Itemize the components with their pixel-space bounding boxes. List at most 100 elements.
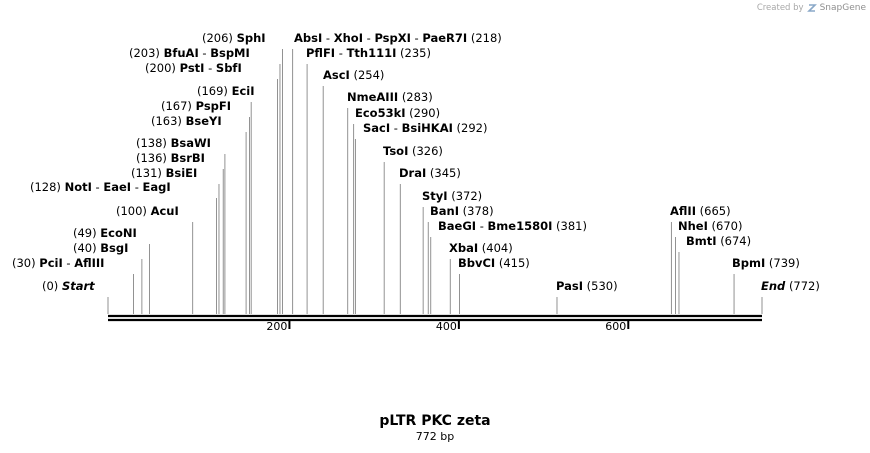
enzyme-name[interactable]: PstI bbox=[180, 61, 205, 75]
enzyme-name[interactable]: Start bbox=[62, 279, 95, 293]
enzyme-name[interactable]: BmtI bbox=[686, 234, 717, 248]
ruler-ticks: 200 400 600 bbox=[266, 320, 630, 333]
site-position: (404) bbox=[482, 241, 513, 255]
site-position: (131) bbox=[131, 166, 162, 180]
enzyme-name[interactable]: AscI bbox=[323, 68, 350, 82]
site-position: (290) bbox=[409, 106, 440, 120]
site-position: (345) bbox=[430, 166, 461, 180]
site-label: AbsI - XhoI - PspXI - PaeR7I (218) bbox=[294, 31, 502, 45]
enzyme-name[interactable]: Tth111I bbox=[347, 46, 397, 60]
site-position: (203) bbox=[129, 46, 160, 60]
enzyme-name[interactable]: BanI bbox=[430, 204, 459, 218]
label-separator: - bbox=[335, 46, 346, 60]
enzyme-name[interactable]: EcoNI bbox=[100, 226, 136, 240]
enzyme-name[interactable]: PspXI bbox=[374, 31, 410, 45]
site-position: (530) bbox=[587, 279, 618, 293]
label-separator: - bbox=[411, 31, 422, 45]
leader-lines bbox=[107, 49, 763, 314]
enzyme-name[interactable]: End bbox=[761, 279, 786, 293]
site-label: DraI (345) bbox=[399, 166, 461, 180]
label-separator: - bbox=[476, 219, 487, 233]
site-label: (200) PstI - SbfI bbox=[145, 61, 242, 75]
enzyme-name[interactable]: BsiHKAI bbox=[402, 121, 453, 135]
enzyme-name[interactable]: BsiEI bbox=[166, 166, 198, 180]
enzyme-name[interactable]: SphI bbox=[237, 31, 266, 45]
site-position: (326) bbox=[412, 144, 443, 158]
watermark-created-by: Created by bbox=[756, 3, 804, 13]
site-label: BanI (378) bbox=[430, 204, 494, 218]
enzyme-name[interactable]: PflFI bbox=[306, 46, 335, 60]
enzyme-name[interactable]: NotI bbox=[65, 180, 92, 194]
enzyme-name[interactable]: Bme1580I bbox=[488, 219, 553, 233]
site-position: (169) bbox=[197, 84, 228, 98]
site-label: (128) NotI - EaeI - EagI bbox=[30, 180, 171, 194]
enzyme-name[interactable]: XhoI bbox=[334, 31, 363, 45]
site-label: (30) PciI - AflIII bbox=[12, 256, 104, 270]
enzyme-name[interactable]: BsgI bbox=[100, 241, 128, 255]
site-label: (206) SphI bbox=[202, 31, 266, 45]
enzyme-name[interactable]: BbvCI bbox=[458, 256, 495, 270]
enzyme-name[interactable]: EciI bbox=[232, 84, 255, 98]
site-label: NheI (670) bbox=[678, 219, 742, 233]
enzyme-name[interactable]: TsoI bbox=[383, 144, 408, 158]
enzyme-name[interactable]: Eco53kI bbox=[355, 106, 406, 120]
site-labels: (0) Start (30) PciI - AflIII(40) BsgI(49)… bbox=[12, 31, 820, 293]
enzyme-name[interactable]: BfuAI bbox=[164, 46, 199, 60]
label-separator: - bbox=[131, 180, 142, 194]
enzyme-name[interactable]: AflII bbox=[670, 204, 696, 218]
enzyme-name[interactable]: BspMI bbox=[210, 46, 250, 60]
site-label: (138) BsaWI bbox=[136, 136, 211, 150]
ruler-tick-label: 600 bbox=[605, 320, 626, 333]
title-block: pLTR PKC zeta 772 bp bbox=[0, 413, 870, 443]
site-position: (670) bbox=[712, 219, 743, 233]
enzyme-name[interactable]: EaeI bbox=[103, 180, 131, 194]
site-label: (0) Start bbox=[42, 279, 95, 293]
site-label: (203) BfuAI - BspMI bbox=[129, 46, 250, 60]
site-position: (415) bbox=[499, 256, 530, 270]
site-label: TsoI (326) bbox=[383, 144, 443, 158]
site-label: BmtI (674) bbox=[686, 234, 751, 248]
enzyme-name[interactable]: PasI bbox=[556, 279, 583, 293]
enzyme-name[interactable]: BpmI bbox=[732, 256, 765, 270]
site-label: (40) BsgI bbox=[73, 241, 128, 255]
watermark: Created by SnapGene bbox=[757, 3, 866, 13]
label-separator: - bbox=[199, 46, 210, 60]
enzyme-name[interactable]: StyI bbox=[422, 189, 448, 203]
enzyme-name[interactable]: PaeR7I bbox=[422, 31, 467, 45]
enzyme-name[interactable]: AbsI bbox=[294, 31, 322, 45]
enzyme-name[interactable]: AcuI bbox=[151, 204, 179, 218]
label-separator: - bbox=[63, 256, 74, 270]
ruler-tick-label: 400 bbox=[436, 320, 457, 333]
enzyme-name[interactable]: SbfI bbox=[216, 61, 242, 75]
enzyme-name[interactable]: EagI bbox=[143, 180, 171, 194]
site-position: (665) bbox=[700, 204, 731, 218]
site-position: (136) bbox=[136, 151, 167, 165]
site-position: (292) bbox=[457, 121, 488, 135]
enzyme-name[interactable]: BsaWI bbox=[171, 136, 211, 150]
enzyme-name[interactable]: BseYI bbox=[186, 114, 222, 128]
site-label: SacI - BsiHKAI (292) bbox=[363, 121, 487, 135]
enzyme-name[interactable]: PciI bbox=[39, 256, 62, 270]
site-label: (100) AcuI bbox=[116, 204, 179, 218]
enzyme-name[interactable]: NheI bbox=[678, 219, 708, 233]
enzyme-name[interactable]: DraI bbox=[399, 166, 426, 180]
site-label: (131) BsiEI bbox=[131, 166, 197, 180]
enzyme-name[interactable]: NmeAIII bbox=[347, 90, 398, 104]
label-separator: - bbox=[322, 31, 333, 45]
enzyme-name[interactable]: AflIII bbox=[74, 256, 104, 270]
enzyme-name[interactable]: BsrBI bbox=[171, 151, 205, 165]
sequence-backbone bbox=[108, 314, 762, 322]
enzyme-name[interactable]: PspFI bbox=[196, 99, 231, 113]
enzyme-name[interactable]: BaeGI bbox=[438, 219, 476, 233]
site-label: StyI (372) bbox=[422, 189, 482, 203]
site-position: (254) bbox=[354, 68, 385, 82]
enzyme-name[interactable]: SacI bbox=[363, 121, 390, 135]
enzyme-name[interactable]: XbaI bbox=[449, 241, 478, 255]
site-position: (206) bbox=[202, 31, 233, 45]
label-separator: - bbox=[92, 180, 103, 194]
site-label: PflFI - Tth111I (235) bbox=[306, 46, 431, 60]
watermark-brand: SnapGene bbox=[819, 3, 866, 13]
plasmid-length: 772 bp bbox=[415, 430, 455, 443]
site-label: (136) BsrBI bbox=[136, 151, 205, 165]
snapgene-logo-icon bbox=[806, 4, 817, 12]
